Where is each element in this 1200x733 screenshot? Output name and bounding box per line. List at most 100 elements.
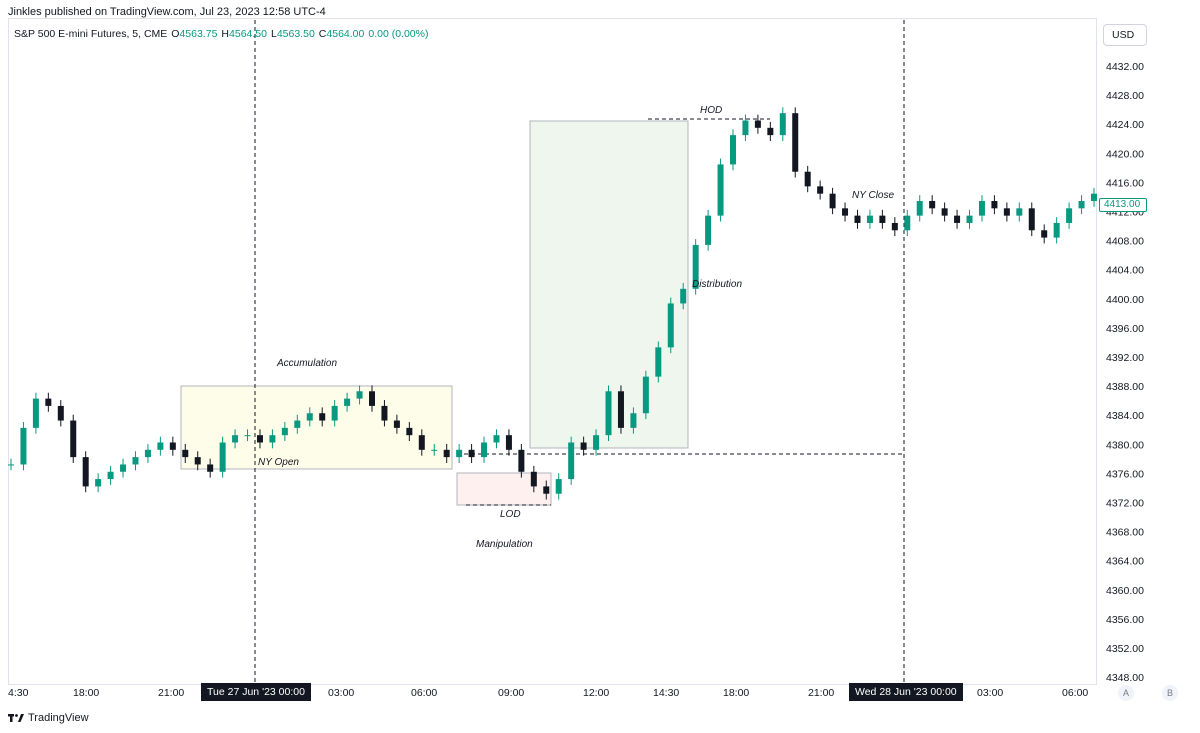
candle-body <box>493 435 500 443</box>
candle-body <box>978 201 985 216</box>
candle-body <box>207 464 214 472</box>
candle-body <box>568 442 575 480</box>
candle-body <box>281 427 288 436</box>
price-tick-label: 4432.00 <box>1106 61 1144 73</box>
candle-body <box>356 391 363 399</box>
candle-body <box>730 135 736 165</box>
candle-body <box>95 479 102 487</box>
price-tick-label: 4376.00 <box>1106 468 1144 480</box>
time-tick-label: 21:00 <box>158 687 184 699</box>
candle-body <box>879 215 886 223</box>
candle-body <box>331 405 338 421</box>
candle-body <box>593 435 600 450</box>
candle-body <box>904 215 911 231</box>
candle-body <box>381 405 388 421</box>
price-tick-label: 4408.00 <box>1106 236 1144 248</box>
candle-body <box>642 376 649 414</box>
date-flag-tue: Tue 27 Jun '23 00:00 <box>201 683 311 701</box>
price-tick-label: 4364.00 <box>1106 556 1144 568</box>
candle-body <box>182 449 189 458</box>
candle-body <box>45 398 52 406</box>
candle-body <box>306 413 313 421</box>
candle-body <box>692 244 699 289</box>
candle-body <box>1041 230 1048 238</box>
candle-body <box>954 215 961 223</box>
candle-body <box>194 457 201 465</box>
price-tick-label: 4416.00 <box>1106 177 1144 189</box>
manipulation-zone[interactable] <box>456 472 552 506</box>
price-tick-label: 4400.00 <box>1106 294 1144 306</box>
current-price-tag: 4413.00 <box>1099 198 1147 212</box>
price-tick-label: 4388.00 <box>1106 381 1144 393</box>
symbol-legend: S&P 500 E-mini Futures, 5, CME O4563.75 … <box>14 28 428 40</box>
candle-body <box>916 201 923 216</box>
close-value: 4564.00 <box>326 28 365 40</box>
candle-body <box>1066 208 1073 223</box>
candle-body <box>804 171 811 187</box>
candle-body <box>742 120 749 136</box>
candles-layer <box>8 107 1097 500</box>
candle-body <box>866 215 873 223</box>
price-tick-label: 4360.00 <box>1106 585 1144 597</box>
lod-label: LOD <box>500 509 521 520</box>
candle-body <box>854 215 861 223</box>
candle-body <box>431 449 438 451</box>
header-bar: Jinkles published on TradingView.com, Ju… <box>0 0 1200 22</box>
candle-body <box>617 391 624 428</box>
distribution-label: Distribution <box>692 279 742 290</box>
low-value: 4563.50 <box>276 28 315 40</box>
hod-label: HOD <box>700 105 722 116</box>
candle-body <box>244 435 251 437</box>
time-tick-label: 4:30 <box>8 687 29 699</box>
candle-body <box>443 449 450 458</box>
candle-body <box>256 435 263 443</box>
time-axis[interactable]: 4:30 18:00 21:00 03:00 06:00 09:00 12:00 14:30 1… <box>8 687 1088 699</box>
price-tick-label: 4396.00 <box>1106 323 1144 335</box>
candle-body <box>829 193 836 209</box>
time-tick-label: 06:00 <box>1062 687 1088 699</box>
accumulation-zone[interactable] <box>180 385 453 470</box>
candle-body <box>779 113 786 136</box>
high-value: 4564.50 <box>229 28 267 40</box>
open-label: O <box>171 28 180 40</box>
candle-body <box>1028 208 1035 231</box>
candle-body <box>1078 201 1085 209</box>
axis-b-button[interactable]: B <box>1162 685 1178 701</box>
currency-button[interactable]: USD <box>1103 24 1147 46</box>
price-tick-label: 4356.00 <box>1106 614 1144 626</box>
candle-body <box>767 127 774 136</box>
candle-body <box>157 442 164 450</box>
manipulation-label: Manipulation <box>476 539 533 550</box>
candle-body <box>605 391 612 436</box>
candle-body <box>456 449 463 458</box>
candle-body <box>966 215 973 223</box>
ny-close-label: NY Close <box>852 190 894 201</box>
candle-body <box>543 486 550 494</box>
candle-body <box>717 164 724 216</box>
price-tick-label: 4428.00 <box>1106 90 1144 102</box>
candle-body <box>468 449 475 458</box>
candle-body <box>144 449 151 458</box>
candle-body <box>680 288 687 304</box>
footer-brand[interactable]: TradingView <box>8 712 89 724</box>
candle-body <box>107 471 114 480</box>
close-label: C <box>318 28 327 40</box>
candle-body <box>1091 193 1097 201</box>
candle-body <box>319 413 326 421</box>
candle-body <box>555 479 562 494</box>
chart-pane[interactable] <box>8 18 1097 685</box>
candle-body <box>817 186 824 194</box>
candle-body <box>70 420 77 458</box>
ny-open-label: NY Open <box>258 457 299 468</box>
price-tick-label: 4352.00 <box>1106 643 1144 655</box>
price-axis[interactable]: 4432.004428.004424.004420.004416.004412.… <box>1106 61 1144 684</box>
open-value: 4563.75 <box>179 28 218 40</box>
price-tick-label: 4348.00 <box>1106 672 1144 684</box>
price-tick-label: 4384.00 <box>1106 410 1144 422</box>
time-tick-label: 18:00 <box>73 687 99 699</box>
auto-scale-button[interactable]: A <box>1118 685 1134 701</box>
tradingview-logo-icon <box>8 714 24 722</box>
symbol-name: S&P 500 E-mini Futures, 5, CME <box>14 28 168 40</box>
price-tick-label: 4368.00 <box>1106 527 1144 539</box>
